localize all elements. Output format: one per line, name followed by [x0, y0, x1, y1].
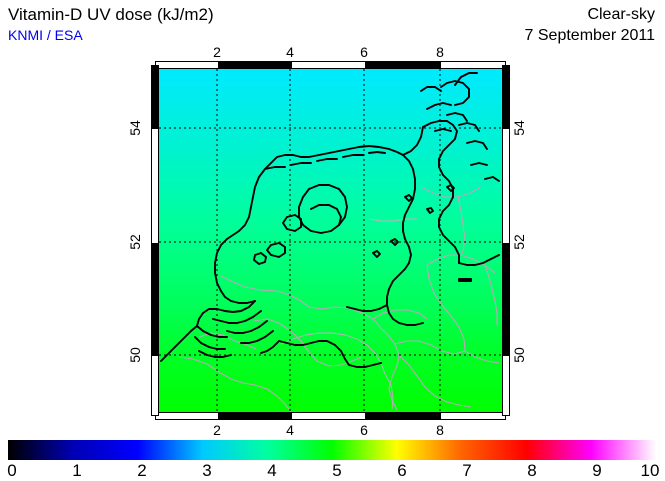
colorbar-gradient [8, 440, 656, 460]
colorbar-tick-10: 10 [640, 461, 660, 480]
colorbar-tick-1: 1 [72, 461, 82, 480]
colorbar-tick-6: 6 [397, 461, 407, 480]
lat-tick-left-50: 50 [126, 347, 143, 363]
colorbar-tick-4: 4 [267, 461, 277, 480]
lon-tick-top-4: 4 [286, 44, 294, 60]
colorbar-tick-2: 2 [137, 461, 147, 480]
colorbar-tick-7: 7 [462, 461, 472, 480]
lon-tick-top-6: 6 [360, 44, 368, 60]
page-title: Vitamin-D UV dose (kJ/m2) [8, 5, 214, 24]
lat-tick-right-50: 50 [510, 347, 527, 363]
date-label: 7 September 2011 [524, 27, 655, 44]
axis-top [155, 61, 506, 69]
lat-tick-right-52: 52 [510, 234, 527, 250]
map-panel: 2 4 6 8 2 4 6 8 54 52 50 54 52 50 [127, 45, 527, 437]
colorbar-legend: 0 1 2 3 4 5 6 7 8 9 10 [7, 440, 659, 481]
lon-tick-bottom-4: 4 [286, 422, 294, 438]
colorbar-tick-8: 8 [527, 461, 537, 480]
axis-bottom [155, 412, 506, 420]
lat-tick-left-52: 52 [126, 234, 143, 250]
axis-right [502, 65, 510, 416]
colorbar-ticks: 0 1 2 3 4 5 6 7 8 9 10 [7, 461, 659, 481]
lat-tick-left-54: 54 [126, 120, 143, 136]
lat-tick-right-54: 54 [510, 120, 527, 136]
colorbar-tick-5: 5 [332, 461, 342, 480]
sky-condition-label: Clear-sky [587, 6, 655, 23]
lon-tick-bottom-8: 8 [436, 422, 444, 438]
colorbar-tick-0: 0 [7, 461, 17, 480]
lon-tick-bottom-2: 2 [213, 422, 221, 438]
lon-tick-top-2: 2 [213, 44, 221, 60]
axis-left [151, 65, 159, 416]
lon-tick-top-8: 8 [436, 44, 444, 60]
header-left: Vitamin-D UV dose (kJ/m2) KNMI / ESA [8, 4, 214, 44]
colorbar-tick-3: 3 [202, 461, 212, 480]
lon-tick-bottom-6: 6 [360, 422, 368, 438]
rivers [280, 218, 417, 410]
header-right: Clear-sky 7 September 2011 [525, 4, 655, 46]
credit-label: KNMI / ESA [8, 27, 83, 43]
map-gridlines [159, 69, 502, 412]
colorbar-tick-9: 9 [592, 461, 602, 480]
country-borders [178, 186, 500, 412]
